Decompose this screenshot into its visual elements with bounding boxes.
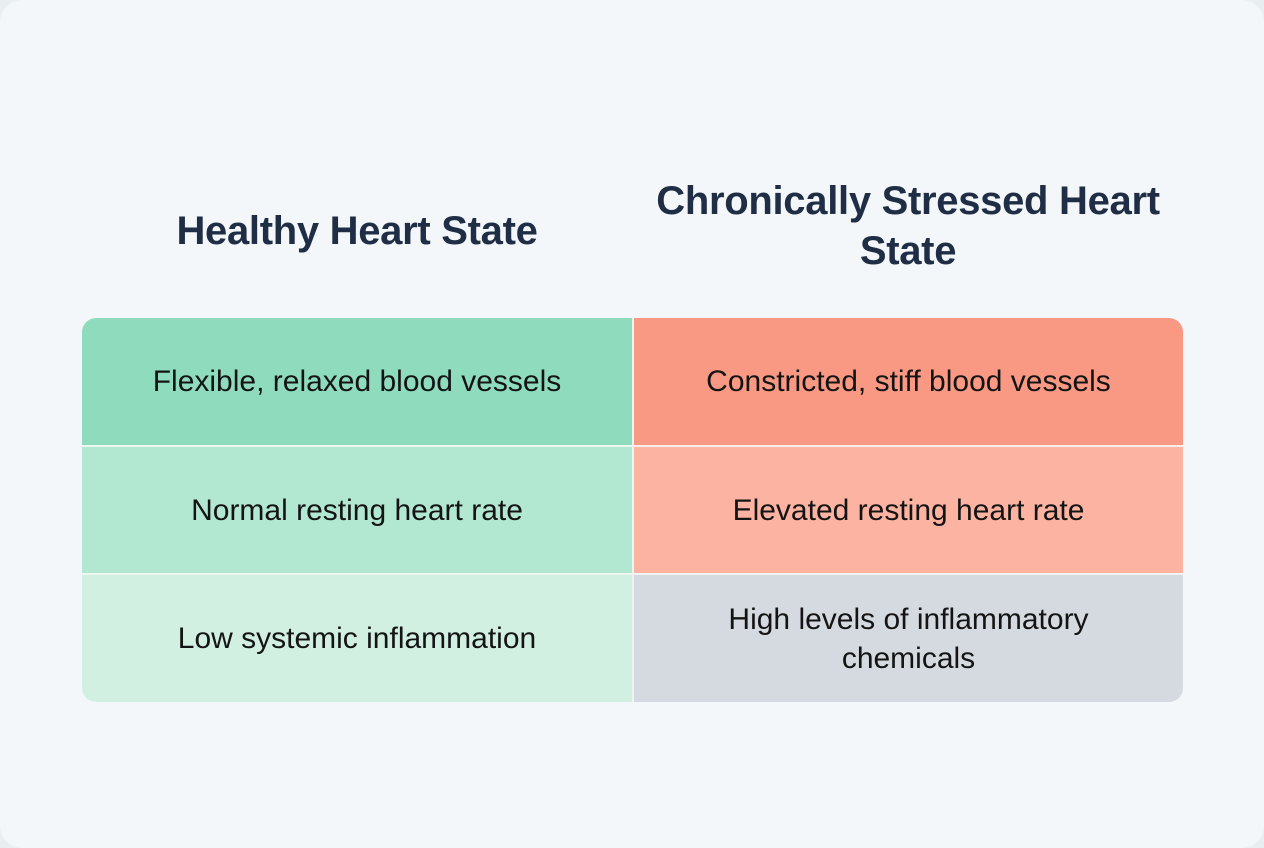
stressed-cell-heart-rate: Elevated resting heart rate <box>632 445 1183 573</box>
stressed-cell-inflammation: High levels of inflammatory chemicals <box>632 573 1183 702</box>
healthy-cell-blood-vessels: Flexible, relaxed blood vessels <box>82 318 632 445</box>
stressed-cell-blood-vessels: Constricted, stiff blood vessels <box>632 318 1183 445</box>
healthy-cell-inflammation: Low systemic inflammation <box>82 573 632 702</box>
comparison-table: Flexible, relaxed blood vessels Constric… <box>82 318 1183 702</box>
healthy-cell-heart-rate: Normal resting heart rate <box>82 445 632 573</box>
stressed-heart-heading: Chronically Stressed Heart State <box>656 179 1160 273</box>
healthy-heart-heading: Healthy Heart State <box>176 209 538 253</box>
